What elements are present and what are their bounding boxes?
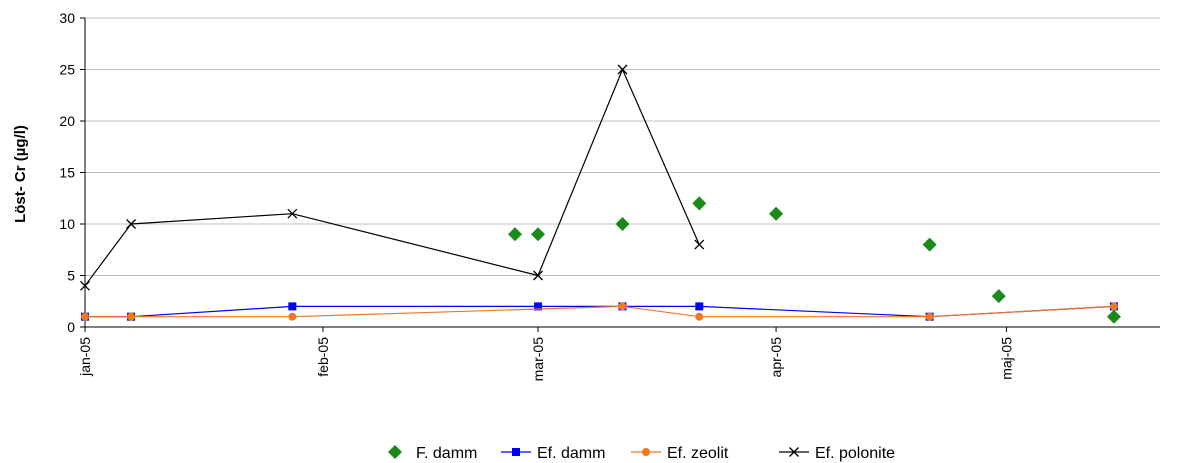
data-point-x [694,239,705,250]
series-line-ef-polonite [84,67,700,287]
data-point-diamond [615,217,630,231]
y-tick-label: 25 [59,62,75,78]
legend-label: Ef. damm [537,445,605,462]
x-tick-label: feb-05 [315,337,331,377]
y-tick-label: 0 [67,319,75,335]
data-point-circle [642,448,650,456]
data-point-circle [81,312,89,321]
x-tick-label: jan-05 [77,337,93,377]
data-point-x [287,208,298,219]
data-point-diamond [769,206,784,221]
series [80,64,1121,324]
y-tick-label: 30 [59,10,75,26]
data-point-circle [925,312,934,321]
data-point-x [126,219,137,229]
data-point-x [789,447,799,457]
legend-item: Ef. polonite [779,445,895,462]
series-f-damm [508,196,1121,324]
legend-label: Ef. zeolit [667,445,729,462]
data-point-circle [618,302,627,311]
data-point-diamond [508,227,522,242]
legend-label: Ef. polonite [815,445,895,462]
series-line-ef-damm [85,305,1114,318]
data-point-square [288,302,297,311]
data-point-square [534,302,543,311]
series-ef-damm [81,302,1118,321]
legend-item: F. damm [388,445,477,462]
data-point-diamond [991,289,1006,304]
y-tick-label: 15 [59,165,75,181]
data-point-diamond [531,227,546,242]
data-point-x-stroke [789,447,799,457]
data-point-x-stroke [287,208,298,219]
legend-item: Ef. damm [501,445,605,462]
data-point-diamond [1106,309,1121,324]
data-point-x-stroke [80,280,90,291]
legend-label: F. damm [416,445,477,462]
data-point-x [80,280,90,291]
legend: F. damm Ef. damm Ef. zeolit Ef. polonite [388,445,895,462]
data-point-diamond [922,237,937,252]
y-tick-label: 20 [59,113,75,129]
series-ef-polonite [80,64,705,291]
data-point-x [533,270,543,281]
series-ef-zeolit [81,302,1118,321]
data-point-circle [127,312,136,321]
data-point-circle [1109,302,1118,311]
data-point-square [512,448,520,456]
x-tick-label: maj-05 [998,337,1014,380]
series-line-ef-zeolit [85,305,1114,318]
data-point-square [695,302,704,311]
legend-item: Ef. zeolit [631,445,729,462]
data-point-circle [288,312,297,321]
x-tick-label: apr-05 [768,337,784,378]
data-point-x [617,64,628,75]
axes: 0 5 10 15 20 25 30 jan-05 feb-05 mar-05 apr-05 maj-… [59,10,1160,381]
data-point-x-stroke [126,219,137,229]
data-point-circle [695,312,704,321]
data-point-x-stroke [617,64,628,75]
y-tick-label: 5 [67,268,75,284]
y-tick-label: 10 [59,216,75,232]
data-point-x-stroke [694,239,705,250]
data-point-x-stroke [533,270,543,281]
y-axis-label: Löst- Cr (µg/l) [12,125,29,223]
gridlines [85,17,1160,276]
x-tick-label: mar-05 [530,337,546,382]
data-point-diamond [388,445,402,459]
data-point-diamond [692,196,707,211]
